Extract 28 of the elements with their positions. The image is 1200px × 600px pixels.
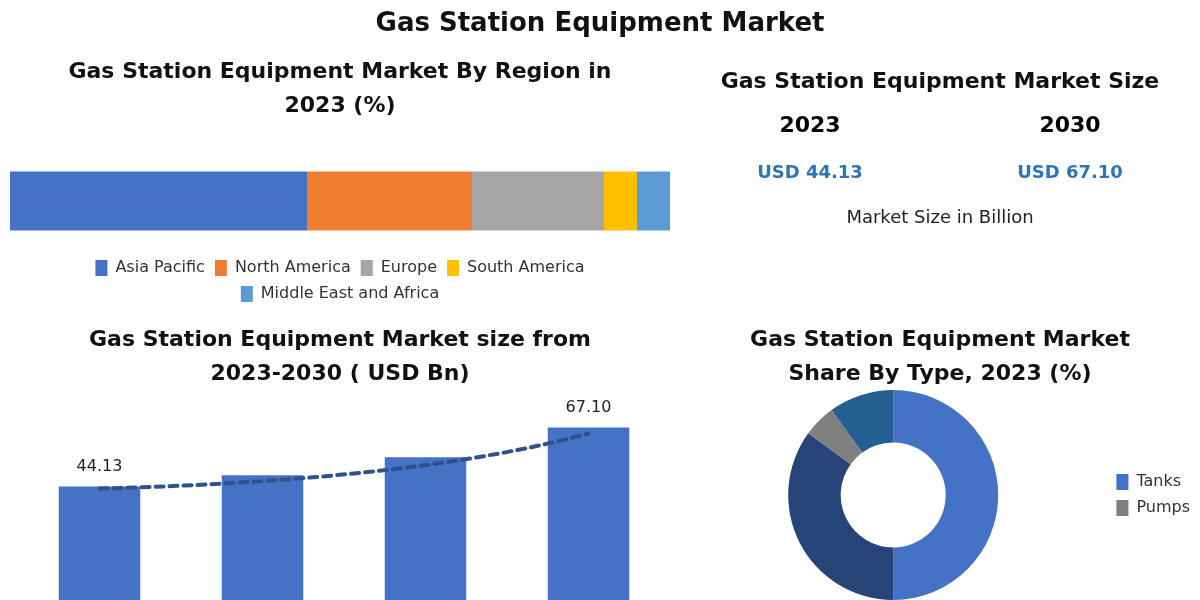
bar: [384, 457, 467, 600]
chart-title: Gas Station Equipment Market size from 2023-2030 ( USD Bn): [88, 325, 592, 387]
legend-label: North America: [234, 257, 351, 277]
bar: [221, 475, 304, 600]
bar: [10, 171, 307, 231]
legend-label: Pumps: [1136, 497, 1191, 517]
text: 2023: [778, 112, 842, 137]
bar: [307, 171, 472, 231]
legend-label: Europe: [380, 257, 437, 277]
text: USD 67.10: [1016, 161, 1124, 182]
text: USD 44.13: [756, 161, 864, 182]
text: Gas Station Equipment Market Size: [719, 67, 1161, 95]
data-label: 44.13: [76, 455, 123, 475]
text: Gas Station Equipment Market: [374, 6, 826, 39]
legend-label: Tanks: [1135, 471, 1182, 491]
bar: [472, 171, 604, 231]
chart-title: Gas Station Equipment Market Share By Type, 2023 (%): [749, 325, 1131, 387]
legend-label: South America: [466, 257, 585, 277]
bar: [58, 486, 141, 600]
chart-title: Gas Station Equipment Market By Region in 2023 (%): [67, 57, 613, 119]
text: Market Size in Billion: [845, 206, 1035, 227]
bar: [604, 171, 637, 231]
legend-label: Middle East and Africa: [260, 283, 440, 303]
text: 2030: [1038, 112, 1102, 137]
bar: [547, 427, 630, 600]
data-label: 67.10: [565, 396, 612, 416]
bar: [637, 171, 670, 231]
legend-label: Asia Pacific: [115, 257, 205, 277]
